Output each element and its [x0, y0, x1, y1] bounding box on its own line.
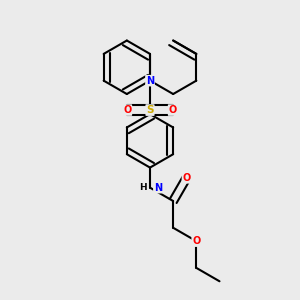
Text: O: O	[182, 173, 191, 183]
Text: O: O	[123, 105, 131, 115]
Text: S: S	[146, 105, 154, 115]
Text: H: H	[139, 183, 147, 192]
Text: N: N	[154, 183, 162, 193]
Text: O: O	[192, 236, 200, 246]
Text: O: O	[169, 105, 177, 115]
Text: N: N	[146, 76, 154, 85]
